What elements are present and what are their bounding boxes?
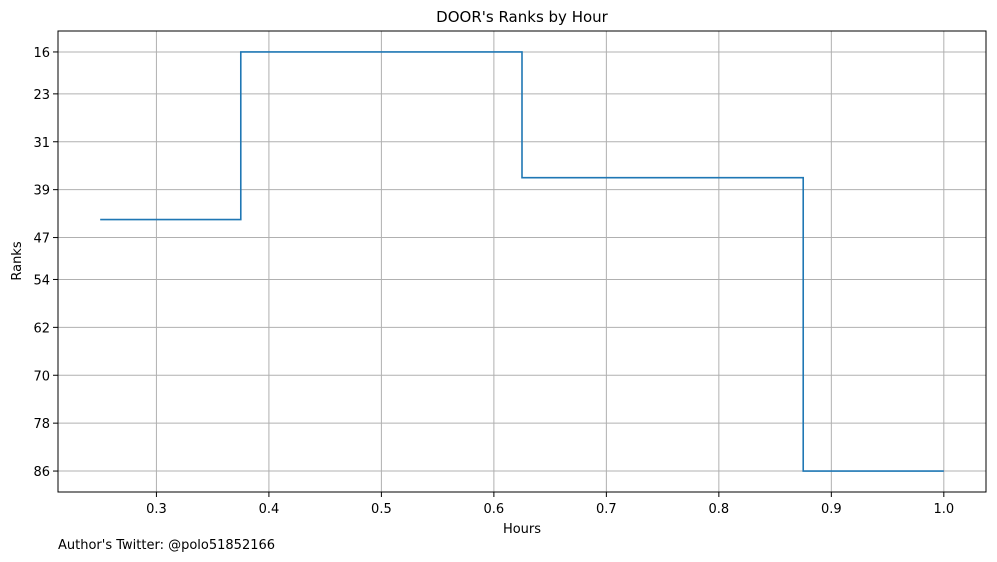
y-tick-label: 78 xyxy=(33,417,50,432)
author-credit: Author's Twitter: @polo51852166 xyxy=(58,538,276,553)
x-tick-label: 0.3 xyxy=(146,502,167,517)
plot-frame xyxy=(57,30,987,493)
rank-step-line xyxy=(100,51,944,472)
y-tick-label: 86 xyxy=(33,465,50,480)
y-tick-label: 70 xyxy=(33,369,50,384)
x-tick-label: 0.5 xyxy=(371,502,392,517)
grid-lines xyxy=(58,31,986,492)
y-tick-label: 39 xyxy=(33,184,50,199)
chart-title: DOOR's Ranks by Hour xyxy=(436,8,608,26)
y-tick-label: 16 xyxy=(33,46,50,61)
x-tick-label: 0.8 xyxy=(709,502,730,517)
x-axis-label: Hours xyxy=(503,522,541,537)
y-tick-label: 23 xyxy=(33,88,50,103)
y-tick-label: 54 xyxy=(33,273,50,288)
y-tick-label: 31 xyxy=(33,136,50,151)
y-tick-label: 62 xyxy=(33,321,50,336)
x-tick-label: 0.7 xyxy=(596,502,617,517)
x-tick-label: 0.4 xyxy=(259,502,280,517)
x-tick-label: 1.0 xyxy=(933,502,954,517)
y-tick-label: 47 xyxy=(33,232,50,247)
x-tick-label: 0.6 xyxy=(484,502,505,517)
y-axis-ticks: 16 23 31 39 47 54 62 70 78 86 xyxy=(33,46,58,480)
series-layer xyxy=(100,51,944,472)
x-axis-ticks: 0.3 0.4 0.5 0.6 0.7 0.8 0.9 1.0 xyxy=(146,492,954,517)
y-axis-label: Ranks xyxy=(10,241,25,280)
x-tick-label: 0.9 xyxy=(821,502,842,517)
